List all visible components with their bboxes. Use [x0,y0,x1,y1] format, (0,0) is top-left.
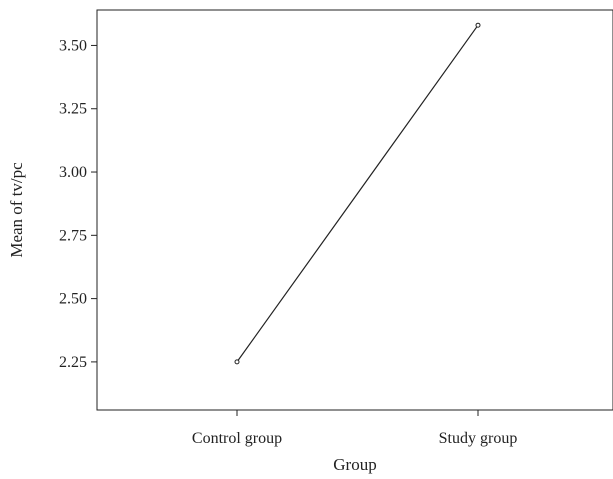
x-axis-label: Group [333,455,376,474]
y-axis: 2.25 2.50 2.75 3.00 3.25 3.50 [59,37,97,371]
y-tick-label: 2.50 [59,291,87,308]
series-line [236,24,479,363]
y-tick-label: 3.50 [59,37,87,54]
y-axis-label: Mean of tv/pc [7,162,26,258]
data-point-marker [475,22,481,28]
y-tick-label: 2.75 [59,227,87,244]
x-tick-label: Control group [192,430,282,447]
data-point-marker [234,359,240,365]
y-tick-label: 2.25 [59,354,87,371]
series-layer [234,22,481,365]
y-tick-label: 3.00 [59,164,87,181]
y-tick-label: 3.25 [59,101,87,118]
x-tick-label: Study group [439,430,518,447]
x-axis: Control group Study group [192,410,517,447]
plot-area-frame [96,9,613,411]
